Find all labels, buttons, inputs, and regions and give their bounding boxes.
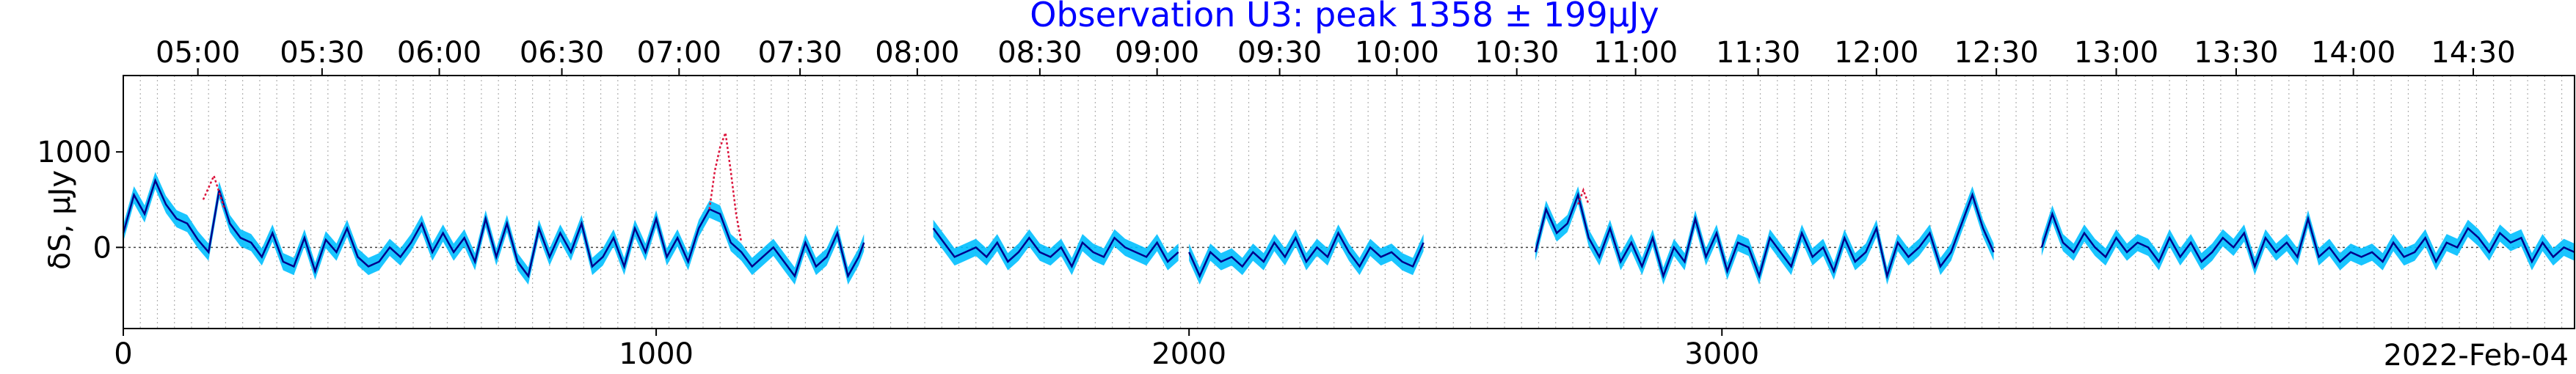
top-tick-label: 10:00: [1355, 36, 1439, 70]
plot-frame: [123, 75, 2575, 329]
top-tick-label: 13:00: [2074, 36, 2158, 70]
top-tick-label: 11:00: [1593, 36, 1678, 70]
top-tick-label: 13:30: [2194, 36, 2278, 70]
y-tick-label: 0: [93, 231, 112, 265]
flare-line: [202, 173, 226, 210]
x-tick-label: 2000: [1151, 337, 1226, 371]
top-tick-label: 09:30: [1237, 36, 1322, 70]
series-line: [932, 227, 1179, 269]
top-tick-label: 08:30: [997, 36, 1082, 70]
top-tick-label: 05:00: [156, 36, 240, 70]
x-tick-label: 3000: [1684, 337, 1759, 371]
x-tick-label: 1000: [619, 337, 694, 371]
series-line: [1188, 231, 1425, 279]
top-tick-label: 14:30: [2431, 36, 2515, 70]
top-tick-label: 07:30: [757, 36, 842, 70]
top-tick-label: 08:00: [875, 36, 959, 70]
top-tick-label: 07:00: [637, 36, 721, 70]
flare-line: [1577, 187, 1590, 205]
series-band: [933, 219, 1179, 276]
y-axis-label: δS, μJy: [43, 170, 77, 270]
top-tick-label: 09:00: [1115, 36, 1199, 70]
series-band: [2041, 205, 2575, 276]
series-band: [1535, 186, 1994, 285]
top-tick-label: 10:30: [1474, 36, 1559, 70]
series-line: [122, 177, 865, 279]
top-tick-label: 06:30: [520, 36, 604, 70]
top-tick-label: 12:00: [1834, 36, 1918, 70]
series-band: [1189, 224, 1424, 285]
series-band: [123, 172, 865, 285]
chart-title: Observation U3: peak 1358 ± 199μJy: [1030, 0, 1659, 34]
y-tick-label: 1000: [37, 136, 112, 169]
date-label: 2022-Feb-04: [2384, 339, 2569, 373]
top-tick-label: 11:30: [1716, 36, 1800, 70]
top-tick-label: 06:00: [397, 36, 481, 70]
series-line: [2040, 210, 2575, 270]
top-tick-label: 05:30: [280, 36, 364, 70]
x-tick-label: 0: [114, 337, 132, 371]
top-tick-label: 14:00: [2311, 36, 2395, 70]
series-line: [1534, 191, 1995, 280]
flare-line: [708, 132, 743, 243]
top-tick-label: 12:30: [1954, 36, 2039, 70]
plot-area: 0 1000 2000 3000 0 1000 05:00 05:30 06:00 06:30 07…: [37, 36, 2575, 371]
